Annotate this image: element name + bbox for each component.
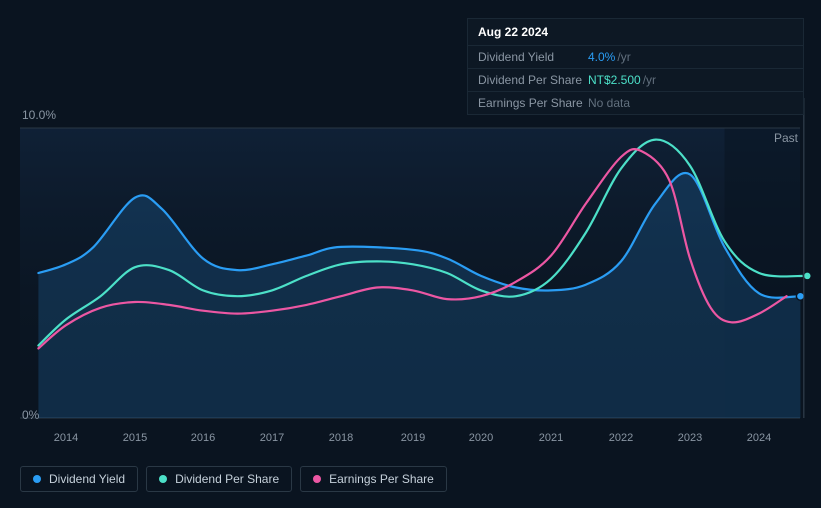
x-tick: 2015 <box>123 432 147 444</box>
tooltip-value: NT$2.500 <box>588 73 641 87</box>
tooltip-row-yield: Dividend Yield 4.0% /yr <box>468 46 803 69</box>
x-tick: 2018 <box>329 432 353 444</box>
legend-item[interactable]: Dividend Yield <box>20 466 138 492</box>
y-axis-top-label: 10.0% <box>22 108 56 122</box>
tooltip-label: Dividend Per Share <box>478 73 588 87</box>
x-tick: 2017 <box>260 432 284 444</box>
x-tick: 2014 <box>54 432 78 444</box>
chart-tooltip: Aug 22 2024 Dividend Yield 4.0% /yr Divi… <box>467 18 804 115</box>
x-tick: 2021 <box>539 432 563 444</box>
tooltip-unit: /yr <box>643 73 656 87</box>
legend-item[interactable]: Earnings Per Share <box>300 466 447 492</box>
x-tick: 2019 <box>401 432 425 444</box>
legend-dot <box>159 475 167 483</box>
legend-dot <box>313 475 321 483</box>
legend-label: Dividend Per Share <box>175 472 279 486</box>
past-label: Past <box>774 131 798 145</box>
tooltip-label: Earnings Per Share <box>478 96 588 110</box>
tooltip-row-dps: Dividend Per Share NT$2.500 /yr <box>468 69 803 92</box>
y-axis-bottom-label: 0% <box>22 408 39 422</box>
legend-item[interactable]: Dividend Per Share <box>146 466 292 492</box>
legend-label: Dividend Yield <box>49 472 125 486</box>
tooltip-label: Dividend Yield <box>478 50 588 64</box>
x-tick: 2022 <box>609 432 633 444</box>
tooltip-date: Aug 22 2024 <box>468 19 803 46</box>
legend-dot <box>33 475 41 483</box>
tooltip-unit: /yr <box>617 50 630 64</box>
tooltip-value: 4.0% <box>588 50 615 64</box>
x-tick: 2023 <box>678 432 702 444</box>
tooltip-row-eps: Earnings Per Share No data <box>468 92 803 114</box>
x-tick: 2016 <box>191 432 215 444</box>
x-tick: 2020 <box>469 432 493 444</box>
dividend-chart: Aug 22 2024 Dividend Yield 4.0% /yr Divi… <box>0 0 821 508</box>
chart-legend: Dividend Yield Dividend Per Share Earnings… <box>20 466 447 492</box>
x-tick: 2024 <box>747 432 771 444</box>
tooltip-value: No data <box>588 96 630 110</box>
legend-label: Earnings Per Share <box>329 472 434 486</box>
